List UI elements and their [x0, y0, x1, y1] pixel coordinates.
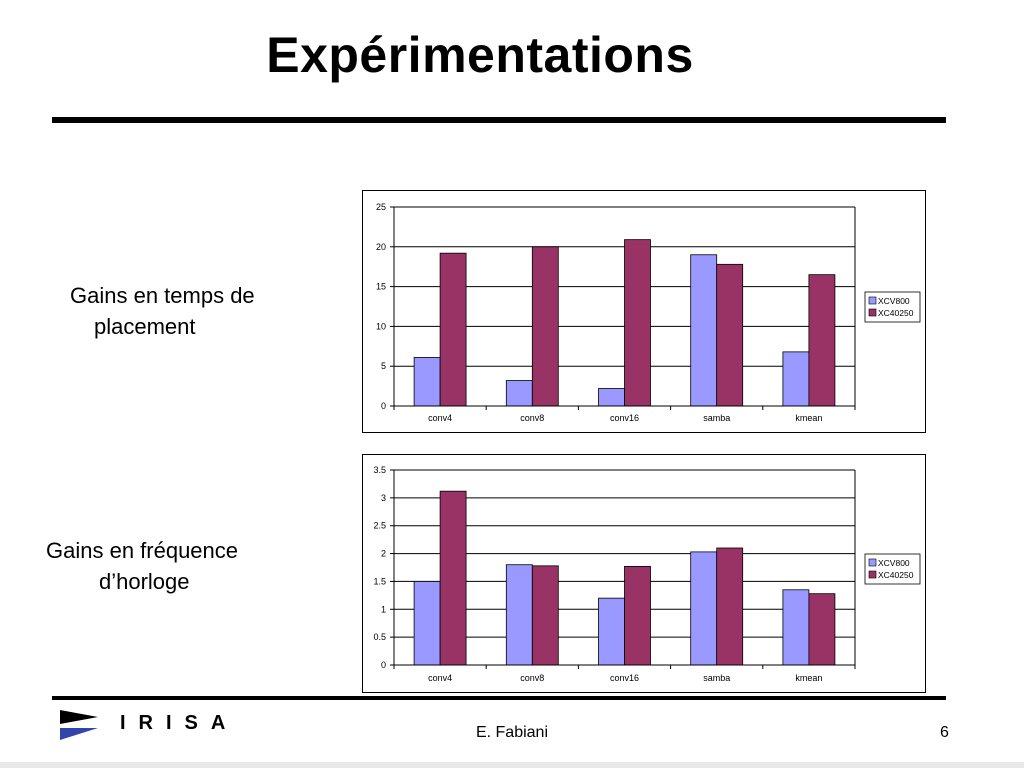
- bottom-band: [0, 762, 1024, 768]
- legend-label: XC40250: [878, 308, 914, 318]
- bar-xcv800-kmean: [782, 351, 810, 407]
- placement-time-chart: 0 5 10 15 20 25 conv4 conv8 conv16 samba kmean XCV8…: [362, 190, 926, 433]
- x-tick-label: conv16: [610, 413, 639, 423]
- legend-swatch-xcv800: [868, 558, 877, 567]
- chart1-caption: Gains en temps de placement: [70, 280, 255, 342]
- x-tick-label: kmean: [795, 673, 822, 683]
- y-tick-label: 3: [381, 493, 386, 503]
- y-tick-label: 2: [381, 549, 386, 559]
- bar-xc40250-conv4: [439, 252, 467, 407]
- page-number: 6: [940, 724, 949, 741]
- y-tick-label: 2.5: [373, 521, 386, 531]
- bar-xcv800-samba: [690, 254, 718, 407]
- x-tick-label: conv16: [610, 673, 639, 683]
- irisa-logo: IRISA: [58, 708, 248, 742]
- x-tick-label: conv4: [428, 413, 452, 423]
- clock-frequency-chart: 0 0.5 1 1.5 2 2.5 3 3.5 conv4 conv8 conv16 samba kme…: [362, 454, 926, 693]
- x-tick-label: samba: [703, 673, 730, 683]
- x-tick-label: kmean: [795, 413, 822, 423]
- y-tick-label: 3.5: [373, 465, 386, 475]
- y-tick-label: 1.5: [373, 576, 386, 586]
- chart1-caption-line1: Gains en temps de: [70, 283, 255, 308]
- bar-xcv800-conv16: [598, 597, 625, 666]
- y-tick-label: 10: [376, 321, 386, 331]
- bar-xc40250-conv8: [531, 565, 559, 666]
- chart1-caption-line2: placement: [94, 314, 196, 339]
- legend-label: XCV800: [878, 558, 910, 568]
- bar-xc40250-conv16: [624, 565, 651, 666]
- chart2-caption-line1: Gains en fréquence: [46, 538, 239, 563]
- y-tick-label: 20: [376, 242, 386, 252]
- y-tick-label: 5: [381, 361, 386, 371]
- bar-xcv800-conv16: [598, 388, 625, 407]
- bar-xcv800-conv8: [505, 564, 533, 666]
- legend-label: XC40250: [878, 570, 914, 580]
- x-tick-label: conv8: [520, 413, 544, 423]
- legend-swatch-xc40250: [868, 570, 877, 579]
- legend-swatch-xcv800: [868, 296, 877, 305]
- footer-rule: [52, 696, 946, 700]
- bar-xcv800-samba: [690, 551, 718, 666]
- placement-time-chart-svg: 0 5 10 15 20 25 conv4 conv8 conv16 samba kmean XCV8…: [376, 202, 921, 423]
- bar-xcv800-kmean: [782, 589, 810, 666]
- bar-xcv800-conv4: [413, 581, 441, 666]
- legend-label: XCV800: [878, 296, 910, 306]
- slide-title: Expérimentations: [266, 27, 694, 83]
- bar-xc40250-kmean: [808, 274, 836, 407]
- x-tick-label: conv8: [520, 673, 544, 683]
- chart2-caption-line2: d’horloge: [99, 569, 190, 594]
- y-tick-label: 1: [381, 604, 386, 614]
- bar-xc40250-conv8: [531, 246, 559, 407]
- legend-swatch-xc40250: [868, 308, 877, 317]
- x-tick-label: conv4: [428, 673, 452, 683]
- chart2-caption: Gains en fréquence d’horloge: [46, 535, 238, 597]
- bar-xc40250-samba: [716, 263, 744, 407]
- bar-xc40250-conv4: [439, 490, 467, 666]
- title-underline: [52, 117, 946, 123]
- bar-xc40250-conv16: [624, 239, 651, 407]
- y-tick-label: 25: [376, 202, 386, 212]
- footer-author: E. Fabiani: [475, 724, 549, 741]
- bar-xcv800-conv4: [413, 357, 441, 407]
- bar-xcv800-conv8: [505, 380, 533, 407]
- x-tick-label: samba: [703, 413, 730, 423]
- irisa-flag-icon: [60, 710, 98, 740]
- bar-xc40250-kmean: [808, 593, 836, 666]
- clock-frequency-chart-svg: 0 0.5 1 1.5 2 2.5 3 3.5 conv4 conv8 conv16 samba kme…: [373, 465, 921, 683]
- y-tick-label: 0.5: [373, 632, 386, 642]
- y-tick-label: 15: [376, 282, 386, 292]
- logo-text: IRISA: [120, 712, 239, 734]
- y-tick-label: 0: [381, 401, 386, 411]
- bar-xc40250-samba: [716, 547, 744, 666]
- y-tick-label: 0: [381, 660, 386, 670]
